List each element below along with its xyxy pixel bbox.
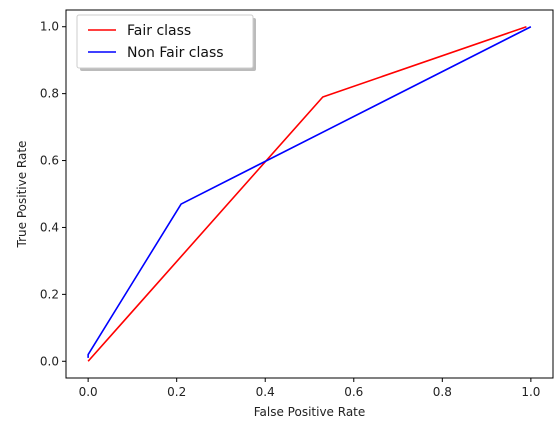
- x-tick-label: 0.6: [344, 385, 363, 399]
- x-tick-label: 0.8: [433, 385, 452, 399]
- x-tick-label: 1.0: [521, 385, 540, 399]
- y-tick-label: 0.2: [40, 287, 59, 301]
- x-tick-label: 0.0: [79, 385, 98, 399]
- legend-box: [76, 14, 254, 69]
- series-line-non-fair-class: [87, 26, 532, 358]
- y-axis-label: True Positive Rate: [15, 141, 29, 249]
- ticks-layer: 0.0 0.2 0.4 0.6 0.8 1.0 0.0 0.2 0.4 0.6 0.8 1.0: [40, 20, 541, 399]
- plot-area: [65, 9, 554, 379]
- series-line-fair-class: [87, 25, 527, 362]
- legend-label-fair-class: Fair class: [127, 23, 191, 39]
- y-tick-label: 1.0: [40, 20, 59, 34]
- y-tick-label: 0.8: [40, 87, 59, 101]
- x-tick-label: 0.4: [256, 385, 275, 399]
- series-layer: [87, 25, 532, 362]
- y-tick-label: 0.0: [40, 354, 59, 368]
- y-tick-label: 0.6: [40, 154, 59, 168]
- legend: Fair class Non Fair class: [76, 14, 256, 71]
- x-axis-label: False Positive Rate: [254, 405, 366, 419]
- x-tick-label: 0.2: [167, 385, 186, 399]
- legend-label-non-fair-class: Non Fair class: [127, 45, 224, 61]
- y-tick-label: 0.4: [40, 220, 59, 234]
